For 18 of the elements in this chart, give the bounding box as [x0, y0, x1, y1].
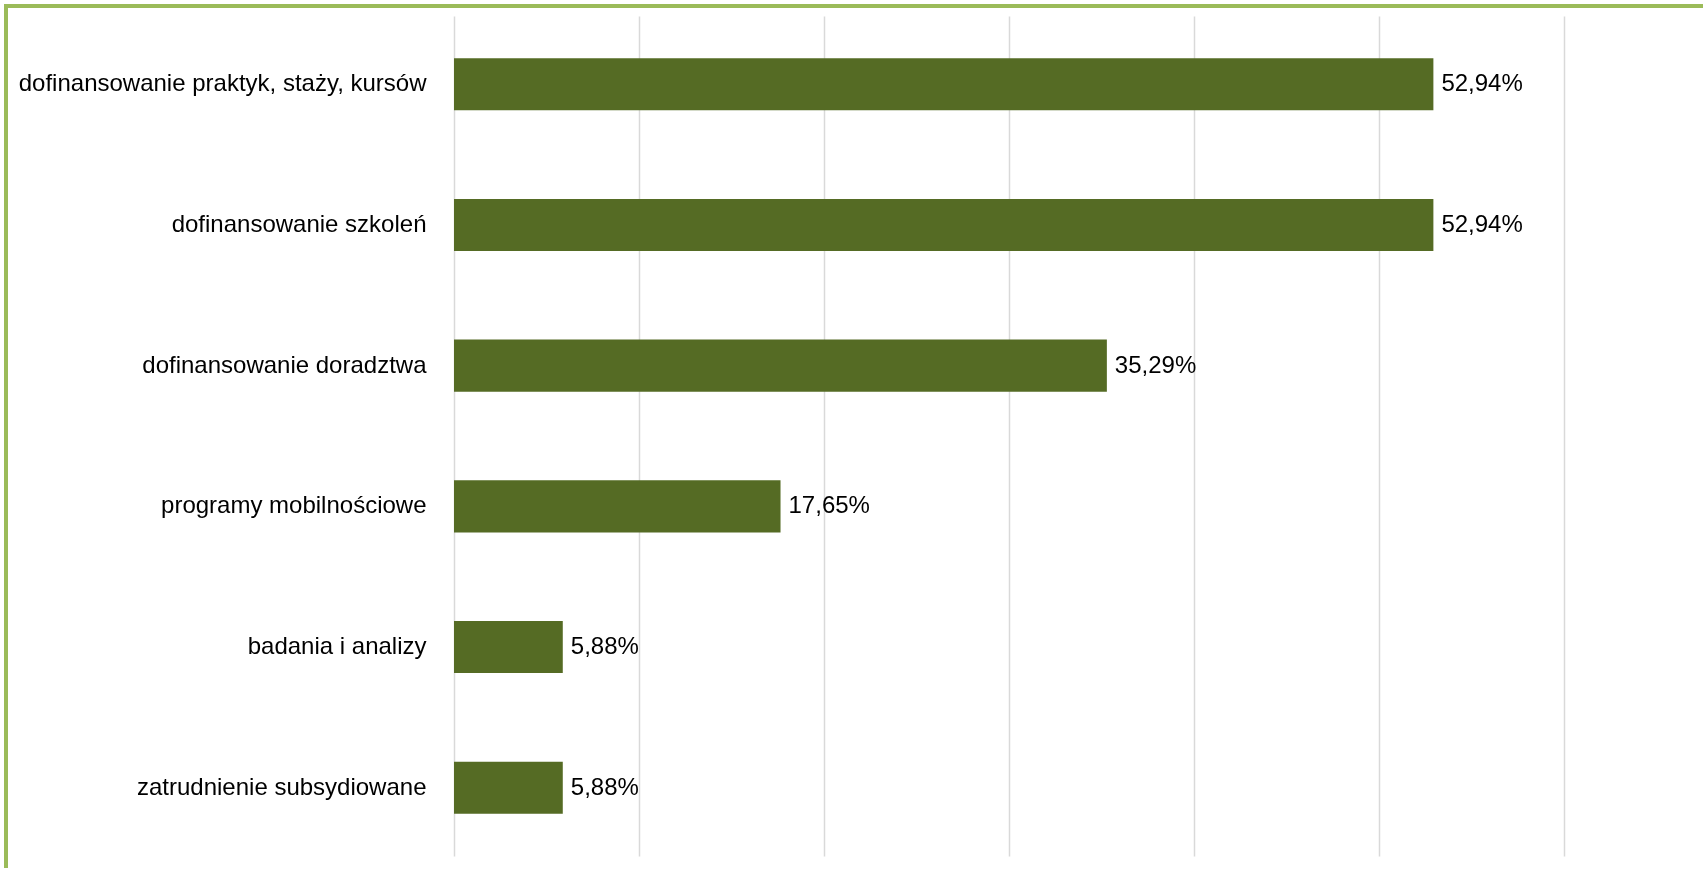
bar	[454, 198, 1434, 251]
bar	[454, 339, 1107, 392]
y-tick-label: dofinansowanie praktyk, staży, kursów	[18, 69, 428, 97]
y-tick-label: dofinansowanie szkoleń	[171, 209, 427, 237]
data-label: 17,65%	[788, 491, 870, 519]
data-label: 5,88%	[570, 632, 639, 660]
data-label: 35,29%	[1114, 350, 1197, 378]
data-label: 5,88%	[570, 772, 639, 800]
bar	[454, 58, 1434, 111]
bar	[454, 761, 563, 814]
y-tick-label: programy mobilnościowe	[161, 491, 427, 519]
y-tick-label: dofinansowanie doradztwa	[142, 350, 428, 378]
bar	[454, 480, 781, 533]
bar	[454, 621, 563, 674]
data-label: 52,94%	[1441, 209, 1523, 237]
data-label: 52,94%	[1441, 69, 1523, 97]
y-tick-label: badania i analizy	[247, 632, 427, 660]
y-tick-label: zatrudnienie subsydiowane	[136, 772, 427, 800]
